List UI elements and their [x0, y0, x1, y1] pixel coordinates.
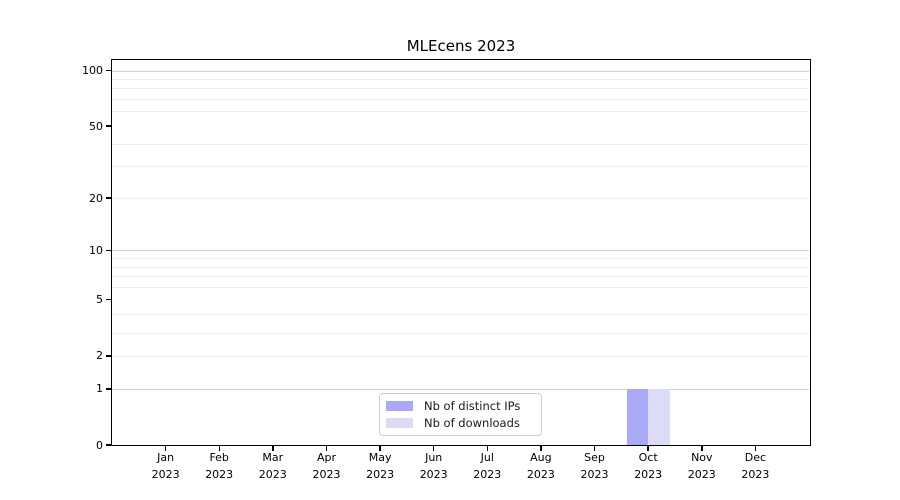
x-tick — [486, 446, 489, 451]
legend-label-downloads: Nb of downloads — [424, 415, 520, 430]
x-tick — [593, 446, 596, 451]
gridline-minor — [112, 198, 809, 199]
legend-swatch-downloads — [386, 417, 413, 428]
x-tick-label: Nov 2023 — [687, 451, 716, 481]
gridline-minor — [112, 111, 809, 113]
x-tick-label: Aug 2023 — [526, 451, 555, 481]
x-tick — [432, 446, 435, 451]
y-tick — [106, 355, 111, 357]
x-tick — [540, 446, 542, 451]
y-tick-label: 50 — [89, 119, 103, 133]
plot-area — [112, 60, 809, 445]
x-tick-label: Dec 2023 — [741, 451, 770, 481]
x-tick-label: Jan 2023 — [151, 451, 180, 481]
gridline-major — [112, 388, 809, 390]
x-tick-label: Oct 2023 — [634, 451, 663, 481]
y-tick — [106, 197, 111, 199]
legend-swatch-distinct-ips — [386, 401, 413, 412]
y-tick — [106, 444, 111, 446]
gridline-minor — [112, 166, 809, 168]
x-tick — [647, 446, 649, 451]
gridline-major — [112, 250, 809, 252]
gridline-minor — [112, 355, 809, 357]
x-tick — [218, 446, 220, 451]
gridline-minor — [112, 143, 809, 145]
gridline-minor — [112, 314, 809, 316]
gridline-minor — [112, 79, 809, 80]
y-tick — [106, 388, 111, 390]
chart-title: MLEcens 2023 — [406, 37, 516, 55]
gridline-minor — [112, 99, 809, 101]
y-tick — [106, 69, 111, 72]
gridline-minor — [112, 276, 809, 278]
x-tick — [754, 446, 757, 451]
gridline-minor — [112, 332, 809, 334]
y-tick-label: 100 — [82, 64, 103, 77]
x-tick-label: Jul 2023 — [473, 451, 502, 481]
x-tick — [272, 446, 274, 451]
gridline-minor — [112, 258, 809, 260]
x-tick-label: Jun 2023 — [419, 451, 448, 481]
y-tick-label: 2 — [96, 349, 103, 363]
y-tick-label: 0 — [96, 438, 103, 452]
y-tick-label: 5 — [96, 293, 103, 307]
y-tick — [106, 249, 111, 252]
x-tick — [379, 446, 381, 451]
legend-entry-downloads: Nb of downloads — [386, 415, 535, 431]
x-tick-label: Apr 2023 — [312, 451, 341, 481]
y-tick — [106, 298, 111, 301]
x-tick — [325, 446, 328, 451]
x-tick-label: Sep 2023 — [580, 451, 609, 481]
y-tick-label: 10 — [89, 243, 103, 257]
legend: Nb of distinct IPs Nb of downloads — [379, 393, 542, 436]
gridline-minor — [112, 88, 809, 90]
y-tick-label: 20 — [89, 191, 103, 205]
x-tick-label: Feb 2023 — [205, 451, 234, 481]
x-tick — [164, 446, 167, 451]
x-tick-label: May 2023 — [366, 451, 395, 481]
gridline-minor — [112, 266, 809, 268]
bar-distinct-ips-oct — [626, 388, 649, 445]
legend-label-distinct-ips: Nb of distinct IPs — [424, 399, 521, 414]
gridline-major — [112, 70, 809, 72]
y-tick — [106, 125, 111, 127]
bar-downloads-oct — [648, 388, 670, 445]
x-tick — [701, 446, 703, 451]
gridline-minor — [112, 287, 809, 289]
y-tick-label: 1 — [96, 382, 103, 396]
legend-entry-distinct-ips: Nb of distinct IPs — [386, 398, 535, 414]
x-tick-label: Mar 2023 — [258, 451, 287, 481]
